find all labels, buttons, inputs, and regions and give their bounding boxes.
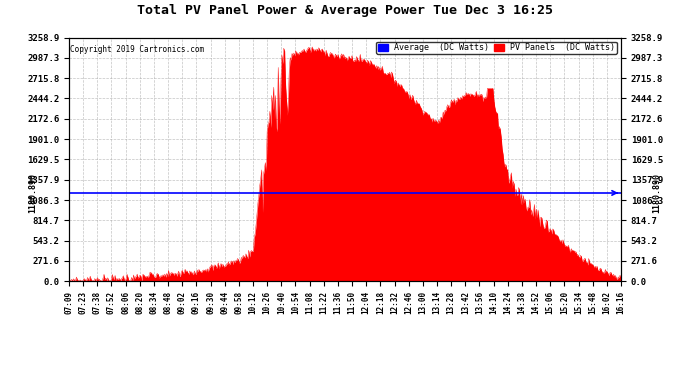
- Text: 1180.890: 1180.890: [652, 173, 662, 213]
- Text: Copyright 2019 Cartronics.com: Copyright 2019 Cartronics.com: [70, 45, 204, 54]
- Text: 1180.890: 1180.890: [28, 173, 38, 213]
- Text: Total PV Panel Power & Average Power Tue Dec 3 16:25: Total PV Panel Power & Average Power Tue…: [137, 4, 553, 17]
- Legend: Average  (DC Watts), PV Panels  (DC Watts): Average (DC Watts), PV Panels (DC Watts): [376, 42, 617, 54]
